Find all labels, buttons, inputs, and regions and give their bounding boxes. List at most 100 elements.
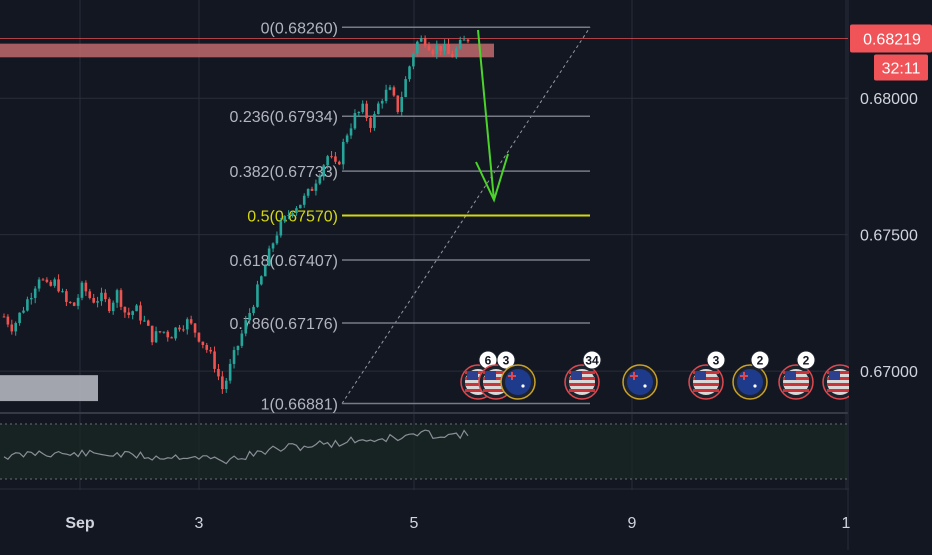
candle-body: [26, 299, 29, 311]
oscillator-pane: [0, 423, 848, 480]
projection-arrow[interactable]: [475, 29, 509, 203]
candle-body: [18, 312, 21, 324]
candle-body: [252, 306, 255, 314]
candle-body: [330, 156, 333, 158]
candle-body: [174, 327, 177, 339]
candle-body: [435, 45, 439, 55]
candle-body: [224, 380, 228, 390]
candle-body: [154, 331, 158, 343]
candle-body: [326, 156, 329, 166]
candle-body: [57, 279, 60, 292]
candle-body: [166, 331, 170, 338]
candle-body: [248, 313, 251, 321]
candle-body: [84, 282, 88, 292]
flag-stripe: [483, 389, 509, 392]
candle-body: [96, 301, 99, 303]
candle-body: [400, 96, 404, 112]
candle-body: [322, 165, 326, 177]
event-marker-au[interactable]: 2: [732, 350, 770, 400]
price-axis[interactable]: 0.67000 0.67500 0.68000 0.68219 32:11: [849, 0, 932, 490]
candle-body: [396, 95, 400, 112]
candle-body: [185, 319, 189, 330]
candle-body: [458, 39, 462, 49]
economic-events[interactable]: 6 3 34 3 2 2: [460, 350, 858, 400]
candle-body: [104, 292, 107, 300]
flag-canton: [571, 371, 582, 380]
candle-body: [143, 320, 146, 322]
flag-star: [643, 384, 647, 388]
au-flag-icon: [737, 369, 763, 395]
event-count: 2: [803, 354, 810, 368]
candle-body: [205, 345, 209, 350]
candle-body: [423, 38, 427, 46]
candle-body: [353, 113, 357, 129]
candle-body: [170, 337, 173, 339]
candle-body: [80, 282, 84, 298]
event-marker-au[interactable]: [500, 364, 536, 400]
candle-body: [404, 79, 407, 97]
candle-body: [217, 368, 220, 377]
candle-body: [68, 301, 72, 303]
time-axis[interactable]: Sep 3 5 9 1: [65, 515, 850, 532]
flag-canton: [829, 371, 840, 380]
candle-body: [373, 114, 376, 128]
fib-level-label: 0(0.68260): [261, 20, 338, 37]
flag-canton: [785, 371, 796, 380]
time-tick-label: 3: [195, 515, 204, 532]
event-marker-us[interactable]: 34: [564, 350, 602, 400]
candle-body: [419, 38, 423, 42]
candle-body: [182, 329, 185, 331]
flag-cross: [508, 372, 516, 380]
candle-body: [244, 320, 248, 334]
flag-stripe: [783, 383, 809, 386]
event-count: 34: [585, 354, 599, 368]
event-count-badge: [582, 350, 602, 370]
event-marker-au[interactable]: [622, 364, 658, 400]
fib-level-label: 0.786(0.67176): [229, 316, 338, 333]
candle-body: [107, 299, 111, 312]
candle-body: [462, 39, 466, 41]
fib-level-label: 0.618(0.67407): [229, 253, 338, 270]
candle-body: [228, 363, 232, 381]
candle-body: [256, 284, 259, 307]
candle-body: [380, 100, 384, 104]
candle-body: [189, 319, 193, 324]
flag-stripe: [569, 383, 595, 386]
time-tick-label: 5: [410, 515, 419, 532]
candle-body: [443, 43, 446, 51]
candle-body: [447, 43, 450, 54]
candle-body: [271, 243, 275, 249]
flag-cross: [630, 372, 638, 380]
candle-body: [369, 118, 372, 128]
arrow-shaft: [477, 29, 495, 201]
fib-level-label: 0.236(0.67934): [229, 109, 338, 126]
candle-body: [201, 341, 205, 346]
flag-cross: [740, 372, 748, 380]
time-tick-label: 1: [842, 515, 851, 532]
event-count-badge: [796, 350, 816, 370]
candle-body: [232, 350, 236, 364]
candle-body: [392, 87, 396, 96]
oscillator-line: [3, 429, 469, 465]
event-marker-us[interactable]: [822, 364, 858, 400]
event-count: 6: [485, 354, 492, 368]
candle-body: [221, 376, 224, 390]
event-marker-us[interactable]: 2: [778, 350, 816, 400]
flag-stripe: [783, 389, 809, 392]
candle-body: [240, 333, 244, 346]
candle-body: [236, 345, 240, 351]
flag-stripe: [569, 389, 595, 392]
candle-body: [61, 291, 64, 293]
countdown-label: 32:11: [882, 60, 921, 77]
event-count-badge: [750, 350, 770, 370]
candle-body: [92, 297, 95, 303]
candle-body: [345, 135, 349, 142]
time-tick-label: Sep: [65, 515, 95, 532]
candle-body: [431, 50, 435, 55]
candle-body: [158, 331, 162, 333]
candle-body: [338, 161, 341, 165]
event-marker-us[interactable]: 3: [688, 350, 726, 400]
candle-body: [299, 204, 302, 209]
